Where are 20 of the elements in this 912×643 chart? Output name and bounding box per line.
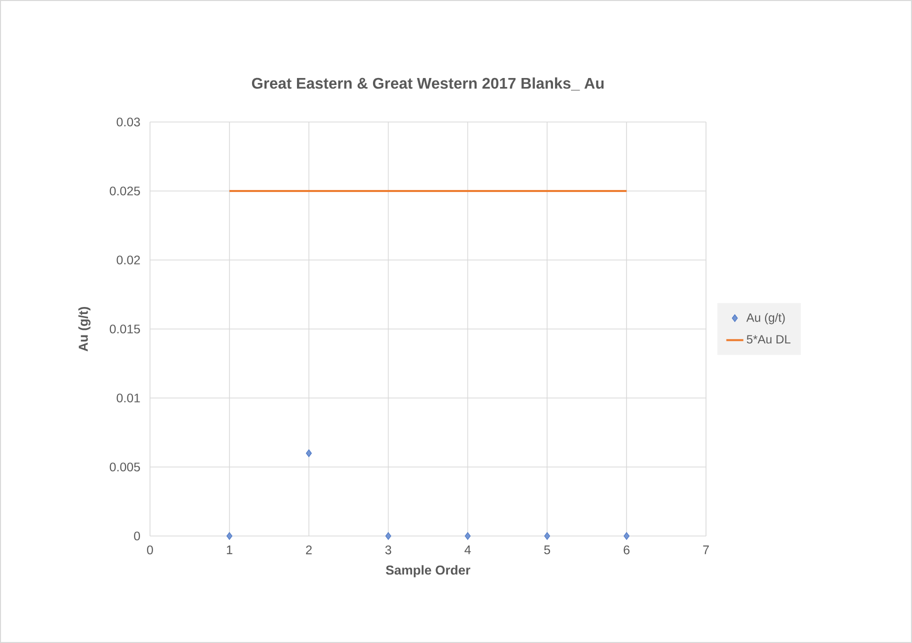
x-tick-label: 7: [703, 546, 709, 554]
x-tick-label: 2: [306, 546, 312, 554]
y-tick-label: 0.005: [110, 462, 140, 472]
y-tick-label: 0: [134, 532, 140, 540]
y-tick-label: 0.025: [110, 186, 140, 196]
y-tick-label: 0.01: [116, 394, 140, 402]
y-axis-title: Au (g/t): [78, 306, 90, 352]
x-axis-title: Sample Order: [386, 565, 470, 578]
y-tick-label: 0.02: [116, 256, 140, 264]
x-tick-label: 4: [464, 546, 471, 554]
legend-label: 5*Au DL: [746, 335, 790, 344]
x-tick-label: 6: [624, 546, 630, 554]
y-tick-label: 0.015: [110, 324, 140, 334]
x-tick-label: 1: [226, 546, 232, 554]
x-tick-label: 0: [147, 546, 153, 554]
chart-title: Great Eastern & Great Western 2017 Blanks_ Au: [252, 77, 604, 91]
x-tick-label: 3: [385, 546, 392, 554]
y-tick-label: 0.03: [116, 118, 140, 126]
legend-label: Au (g/t): [746, 313, 785, 324]
x-tick-label: 5: [544, 546, 550, 554]
